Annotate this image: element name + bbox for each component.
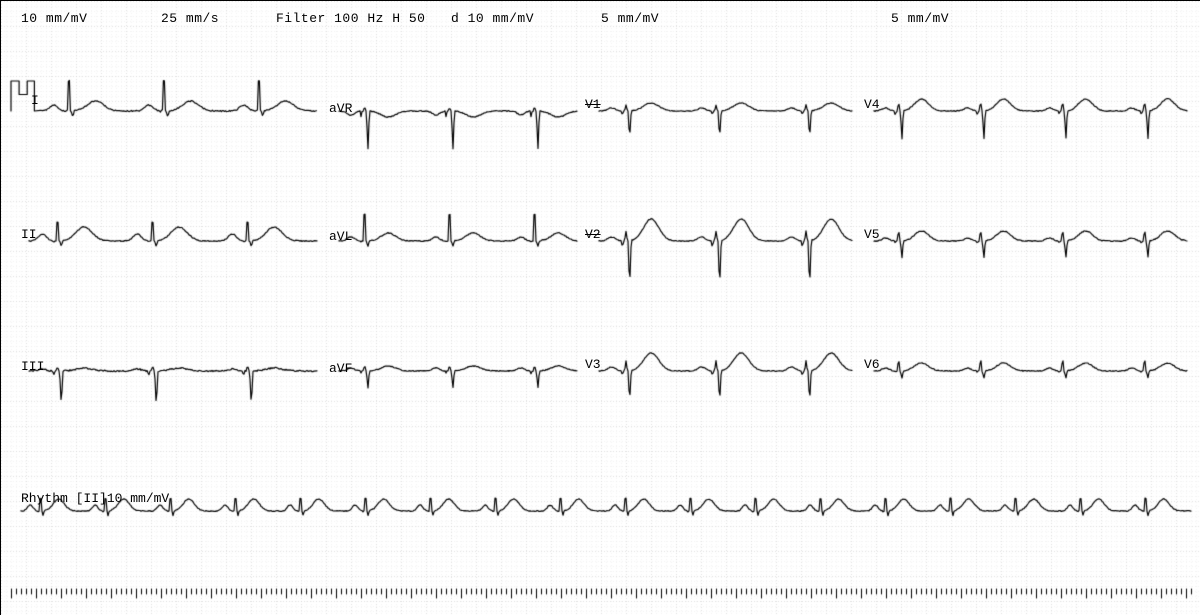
lead-label-i: I [31,93,39,108]
header-label-5: 5 mm/mV [891,11,949,26]
lead-label-v3: V3 [585,357,601,372]
lead-label-v1: V1 [585,97,601,112]
header-label-3: d 10 mm/mV [451,11,534,26]
lead-label-v2: V2 [585,227,601,242]
header-label-0: 10 mm/mV [21,11,87,26]
lead-label-avf: aVF [329,361,352,376]
ecg-container: 10 mm/mV 25 mm/s Filter 100 Hz H 50 d 10 mm… [0,0,1200,615]
header-label-4: 5 mm/mV [601,11,659,26]
lead-label-avr: aVR [329,101,352,116]
lead-label-v5: V5 [864,227,880,242]
lead-label-ii: II [21,227,37,242]
header-label-1: 25 mm/s [161,11,219,26]
lead-label-v4: V4 [864,97,880,112]
lead-label-v6: V6 [864,357,880,372]
lead-label-iii: III [21,359,44,374]
header-label-2: Filter 100 Hz H 50 [276,11,425,26]
rhythm-label: Rhythm [II]10 mm/mV [21,491,169,506]
lead-label-avl: aVL [329,229,352,244]
ecg-waveforms [1,1,1200,615]
